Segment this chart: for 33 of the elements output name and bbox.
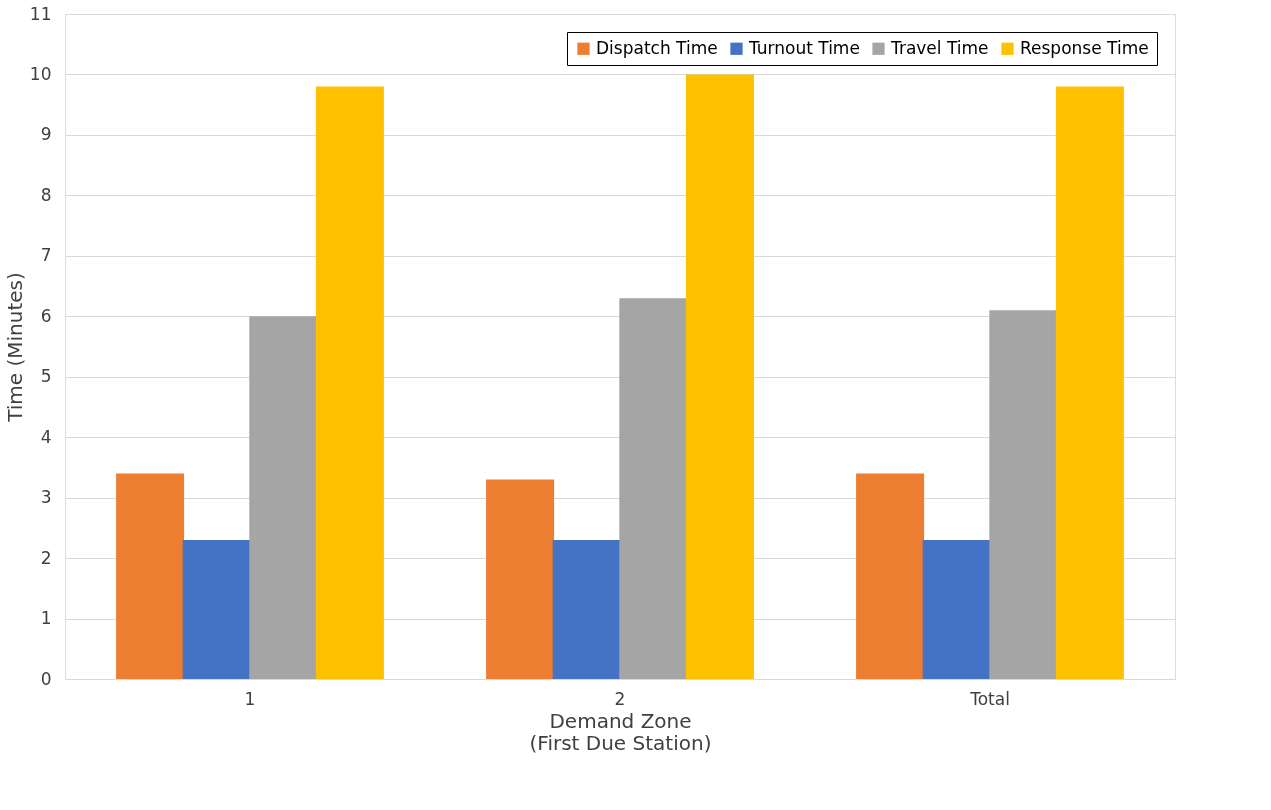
legend-label: Travel Time	[890, 37, 989, 58]
bar	[315, 86, 384, 679]
legend-label: Dispatch Time	[596, 37, 718, 58]
y-tick-label: 7	[40, 245, 52, 266]
x-axis-title: Demand Zone (First Due Station)	[529, 708, 712, 755]
y-tick-label: 3	[40, 487, 52, 508]
bar	[685, 74, 754, 679]
bar	[989, 310, 1058, 679]
y-axis-title: Time (Minutes)	[2, 272, 27, 423]
bar	[552, 539, 621, 679]
y-tick-label: 8	[40, 184, 52, 205]
bar	[1055, 86, 1124, 679]
legend-label: Turnout Time	[748, 37, 860, 58]
y-tick-label: 10	[29, 63, 52, 84]
bar	[922, 539, 991, 679]
x-tick-label: 1	[244, 688, 256, 709]
bar	[486, 479, 555, 679]
y-tick-label: 5	[40, 366, 52, 387]
bar	[856, 473, 925, 679]
x-tick-label: Total	[969, 688, 1010, 709]
y-tick-label: 6	[40, 305, 52, 326]
y-tick-label: 11	[29, 3, 52, 24]
y-tick-label: 4	[40, 426, 52, 447]
bar	[619, 298, 688, 679]
bar	[182, 539, 251, 679]
y-tick-label: 0	[40, 668, 52, 689]
y-tick-label: 9	[40, 124, 52, 145]
bar	[116, 473, 185, 679]
x-tick-label: 2	[614, 688, 626, 709]
bar	[249, 316, 318, 679]
y-tick-label: 1	[40, 608, 52, 629]
y-tick-label: 2	[40, 547, 52, 568]
legend-label: Response Time	[1020, 37, 1149, 58]
